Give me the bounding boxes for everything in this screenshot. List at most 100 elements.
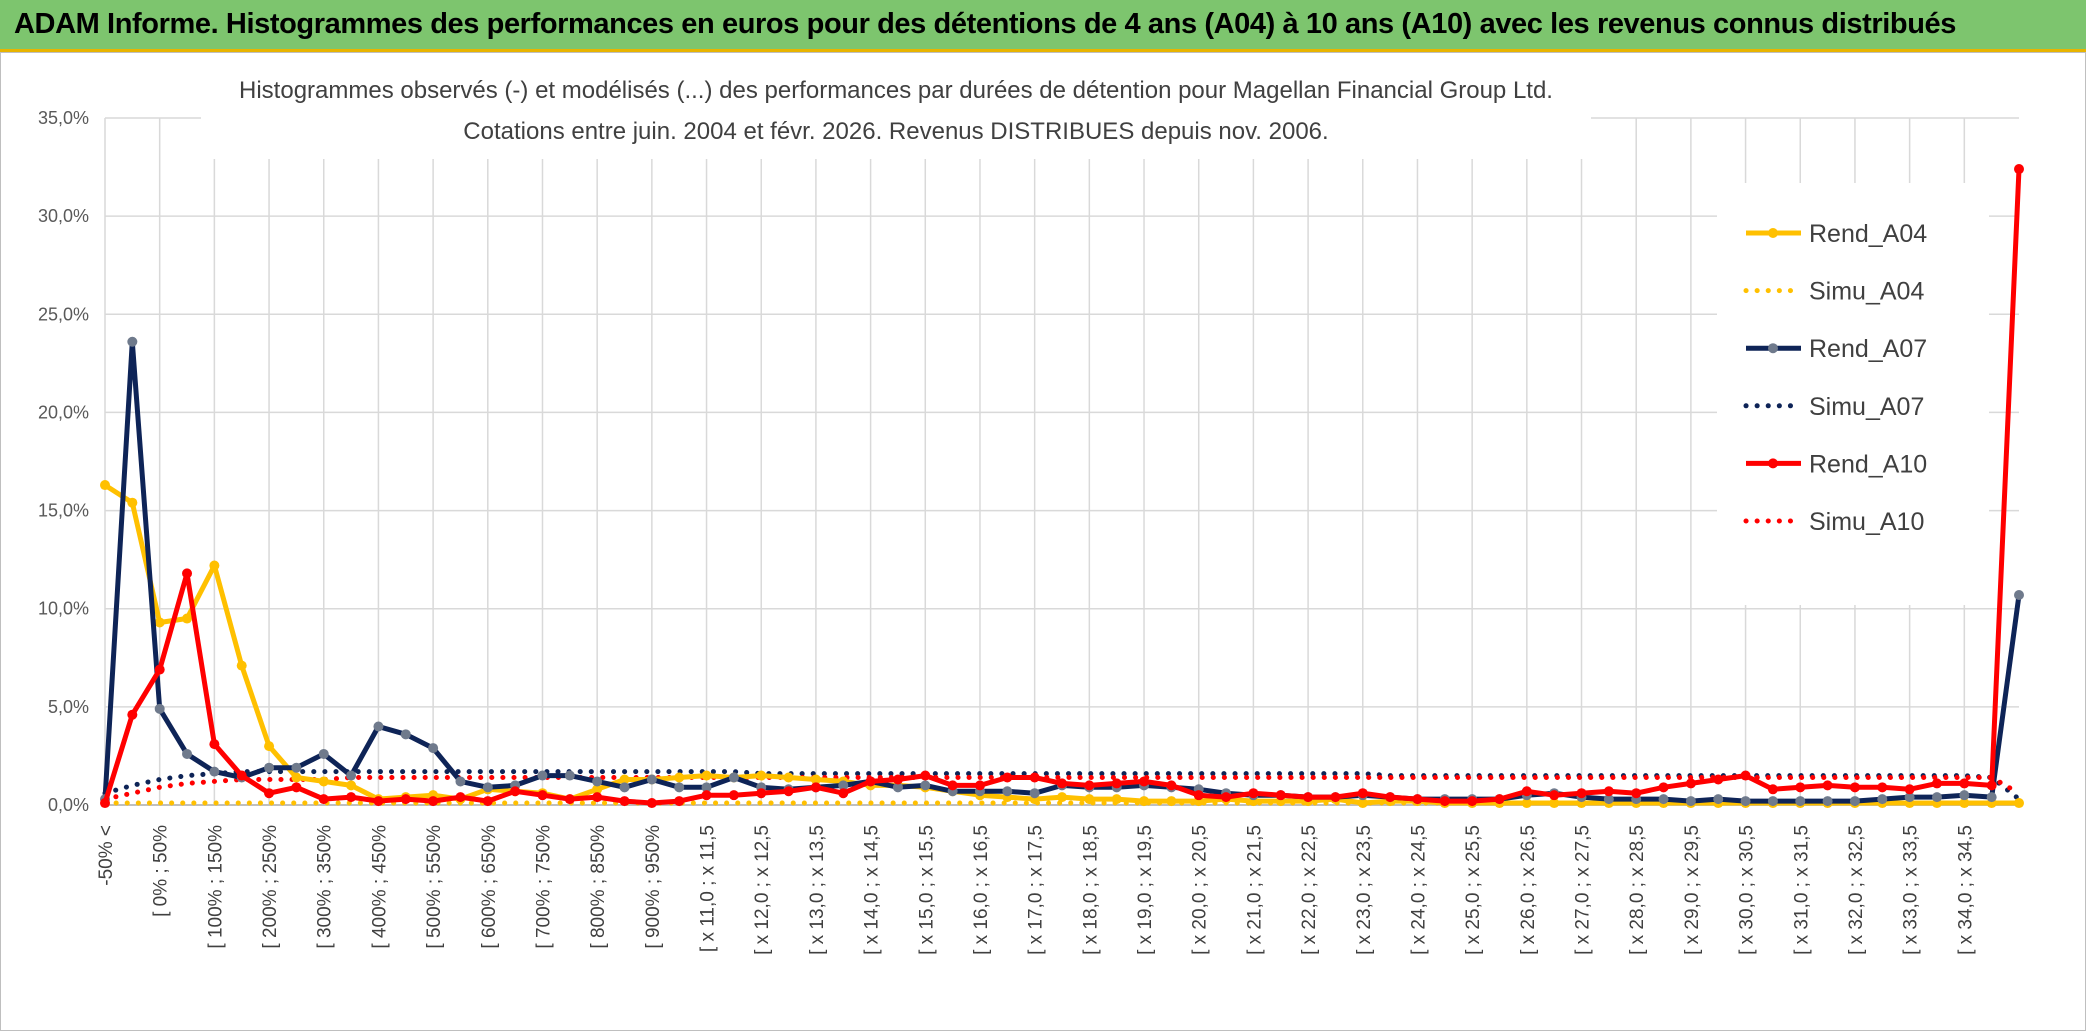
data-point xyxy=(127,497,138,508)
axes: 0,0% 5,0% 10,0% 15,0% 20,0% 25,0% 30,0% 35,0% -5… xyxy=(38,108,2019,955)
x-tick-label: [ x 14,0 ; x 14,5 xyxy=(862,825,883,955)
data-point xyxy=(400,794,411,805)
x-tick-label: [ x 31,0 ; x 31,5 xyxy=(1791,825,1812,955)
x-tick-label: [ x 12,0 ; x 12,5 xyxy=(752,825,773,955)
data-point xyxy=(838,780,849,791)
data-point xyxy=(455,792,466,803)
data-point xyxy=(2014,798,2024,809)
histogram-line-chart: 0,0% 5,0% 10,0% 15,0% 20,0% 25,0% 30,0% 35,0% -5… xyxy=(38,55,2024,955)
series-rend-a10 xyxy=(100,164,2024,809)
data-point xyxy=(318,794,329,805)
x-tick-label: [ 700% ; 750% xyxy=(533,825,554,949)
data-point xyxy=(1986,780,1997,791)
data-point xyxy=(400,729,411,740)
data-point xyxy=(455,776,466,787)
data-point xyxy=(264,788,275,799)
data-point xyxy=(1931,778,1942,789)
legend: Rend_A04 Simu_A04 Rend_A07 Simu_A07 Rend_A10… xyxy=(1717,183,1989,605)
data-point xyxy=(728,790,739,801)
data-point xyxy=(1166,780,1177,791)
x-tick-label: [ x 34,0 ; x 34,5 xyxy=(1955,825,1976,955)
legend-background xyxy=(1717,183,1989,605)
y-tick-label: 10,0% xyxy=(38,599,89,619)
data-point xyxy=(756,770,767,781)
legend-entry-rend-a04: Rend_A04 xyxy=(1746,220,1927,248)
data-point xyxy=(236,660,247,671)
data-point xyxy=(810,782,821,793)
data-point xyxy=(2014,164,2024,175)
data-point xyxy=(1357,798,1368,809)
legend-entry-rend-a07: Rend_A07 xyxy=(1746,335,1927,363)
data-point xyxy=(646,798,657,809)
data-point xyxy=(1603,794,1614,805)
y-tick-label: 20,0% xyxy=(38,402,89,422)
data-point xyxy=(1713,774,1724,785)
x-tick-label: [ x 23,0 ; x 23,5 xyxy=(1354,825,1375,955)
data-point xyxy=(1002,786,1013,797)
data-point xyxy=(154,617,165,628)
x-tick-label: [ 800% ; 850% xyxy=(588,825,609,949)
data-point xyxy=(1877,782,1888,793)
data-point xyxy=(1549,790,1560,801)
data-point xyxy=(2014,589,2024,600)
data-point xyxy=(1139,796,1150,807)
data-point xyxy=(783,772,794,783)
data-point xyxy=(947,780,958,791)
data-point xyxy=(1658,794,1669,805)
data-point xyxy=(1248,788,1259,799)
data-point xyxy=(182,748,193,759)
data-point xyxy=(892,782,903,793)
legend-label: Simu_A07 xyxy=(1809,393,1924,421)
data-point xyxy=(482,796,493,807)
data-point xyxy=(1658,782,1669,793)
data-point xyxy=(346,792,357,803)
data-point xyxy=(291,772,302,783)
data-point xyxy=(1303,792,1314,803)
data-point xyxy=(1139,776,1150,787)
data-point xyxy=(974,780,985,791)
legend-entry-simu-a04: Simu_A04 xyxy=(1743,278,1924,306)
data-point xyxy=(1275,790,1286,801)
x-tick-label: [ x 19,0 ; x 19,5 xyxy=(1135,825,1156,955)
data-point xyxy=(1166,796,1177,807)
x-tick-label: [ x 15,0 ; x 15,5 xyxy=(916,825,937,955)
y-tick-label: 25,0% xyxy=(38,304,89,324)
data-point xyxy=(920,780,931,791)
x-tick-label: [ x 21,0 ; x 21,5 xyxy=(1244,825,1265,955)
data-point xyxy=(100,798,110,809)
legend-entry-simu-a07: Simu_A07 xyxy=(1743,393,1924,421)
data-point xyxy=(1959,798,1970,809)
data-point xyxy=(346,770,357,781)
data-point xyxy=(346,780,357,791)
data-point xyxy=(1849,782,1860,793)
data-point xyxy=(1002,772,1013,783)
chart-titles: Histogrammes observés (-) et modélisés (… xyxy=(201,55,1591,159)
data-point xyxy=(182,613,193,624)
legend-label: Rend_A04 xyxy=(1809,220,1927,248)
data-point xyxy=(1494,794,1505,805)
x-tick-label: -50% < xyxy=(96,825,117,886)
data-point xyxy=(1576,788,1587,799)
data-point xyxy=(1822,796,1833,807)
data-point xyxy=(592,776,603,787)
x-tick-label: [ x 33,0 ; x 33,5 xyxy=(1901,825,1922,955)
data-point xyxy=(428,743,439,754)
data-point xyxy=(783,786,794,797)
x-tick-label: [ 600% ; 650% xyxy=(479,825,500,949)
x-tick-label: [ 200% ; 250% xyxy=(260,825,281,949)
x-tick-label: [ x 26,0 ; x 26,5 xyxy=(1518,825,1539,955)
legend-label: Rend_A07 xyxy=(1809,335,1927,363)
report-banner: ADAM Informe. Histogrammes des performan… xyxy=(0,0,2086,52)
data-point xyxy=(1549,798,1560,809)
data-point xyxy=(701,782,712,793)
data-point xyxy=(865,776,876,787)
data-point xyxy=(1111,794,1122,805)
data-point xyxy=(619,774,630,785)
x-tick-label: [ 400% ; 450% xyxy=(369,825,390,949)
x-tick-label: [ 300% ; 350% xyxy=(315,825,336,949)
data-point xyxy=(1084,794,1095,805)
data-point xyxy=(537,790,548,801)
data-point xyxy=(1603,786,1614,797)
x-tick-label: [ x 20,0 ; x 20,5 xyxy=(1190,825,1211,955)
data-point xyxy=(1877,794,1888,805)
